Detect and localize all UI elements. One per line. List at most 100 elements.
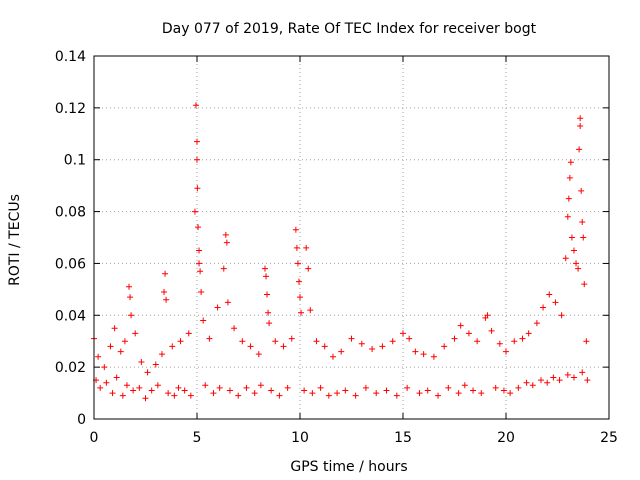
data-point bbox=[451, 335, 458, 342]
data-point bbox=[226, 387, 233, 394]
data-point bbox=[570, 374, 577, 381]
data-point bbox=[161, 288, 168, 295]
data-point bbox=[579, 218, 586, 225]
data-point bbox=[309, 390, 316, 397]
data-point bbox=[222, 231, 229, 238]
data-point bbox=[556, 377, 563, 384]
data-point bbox=[406, 335, 413, 342]
data-point bbox=[496, 340, 503, 347]
data-point bbox=[293, 244, 300, 251]
data-points bbox=[91, 102, 591, 402]
data-point bbox=[268, 387, 275, 394]
data-point bbox=[231, 325, 238, 332]
data-point bbox=[540, 304, 547, 311]
data-point bbox=[317, 384, 324, 391]
data-point bbox=[352, 392, 359, 399]
data-point bbox=[544, 379, 551, 386]
plot-frame bbox=[93, 55, 610, 420]
data-point bbox=[348, 335, 355, 342]
data-point bbox=[251, 390, 258, 397]
data-point bbox=[567, 159, 574, 166]
data-point bbox=[107, 343, 114, 350]
data-point bbox=[474, 338, 481, 345]
data-point bbox=[284, 384, 291, 391]
data-point bbox=[576, 146, 583, 153]
data-point bbox=[138, 358, 145, 365]
data-point bbox=[400, 330, 406, 337]
data-point bbox=[577, 123, 584, 130]
chart-title: Day 077 of 2019, Rate Of TEC Index for r… bbox=[162, 21, 537, 37]
data-point bbox=[263, 273, 270, 280]
data-point bbox=[126, 283, 133, 290]
grid-lines bbox=[94, 56, 609, 419]
data-point bbox=[255, 351, 262, 358]
data-point bbox=[581, 281, 588, 288]
data-point bbox=[565, 195, 572, 202]
data-point bbox=[162, 270, 169, 277]
data-point bbox=[500, 387, 507, 394]
y-tick-label: 0.12 bbox=[55, 101, 86, 117]
data-point bbox=[584, 377, 591, 384]
data-point bbox=[202, 382, 209, 389]
data-point bbox=[546, 291, 553, 298]
data-point bbox=[457, 322, 464, 329]
data-point bbox=[191, 208, 198, 215]
data-point bbox=[175, 384, 182, 391]
data-point bbox=[334, 390, 341, 397]
data-point bbox=[243, 384, 250, 391]
data-point bbox=[362, 384, 369, 391]
data-point bbox=[177, 338, 184, 345]
data-point bbox=[435, 392, 442, 399]
data-point bbox=[223, 239, 230, 246]
data-point bbox=[200, 317, 207, 324]
data-point bbox=[127, 294, 134, 301]
data-point bbox=[577, 115, 584, 122]
data-point bbox=[163, 296, 170, 303]
data-point bbox=[130, 387, 137, 394]
data-point bbox=[338, 348, 345, 355]
data-point bbox=[194, 138, 200, 145]
data-point bbox=[503, 348, 509, 355]
data-point bbox=[295, 278, 302, 285]
x-axis-label: GPS time / hours bbox=[290, 459, 407, 475]
data-point bbox=[568, 234, 575, 241]
data-point bbox=[470, 387, 477, 394]
data-point bbox=[266, 320, 273, 327]
data-point bbox=[272, 338, 279, 345]
data-point bbox=[538, 377, 545, 384]
data-point bbox=[373, 390, 380, 397]
data-point bbox=[552, 299, 559, 306]
data-point bbox=[264, 291, 271, 298]
data-point bbox=[575, 265, 582, 272]
data-point bbox=[492, 384, 499, 391]
data-point bbox=[515, 384, 522, 391]
data-point bbox=[185, 330, 192, 337]
data-point bbox=[523, 379, 530, 386]
data-point bbox=[404, 384, 411, 391]
data-point bbox=[181, 387, 188, 394]
data-point bbox=[169, 343, 176, 350]
x-tick-label: 10 bbox=[291, 430, 309, 446]
data-point bbox=[550, 374, 557, 381]
data-point bbox=[216, 384, 223, 391]
data-point bbox=[198, 288, 205, 295]
data-point bbox=[195, 224, 202, 231]
data-point bbox=[171, 392, 178, 399]
data-point bbox=[136, 384, 143, 391]
data-point bbox=[389, 338, 396, 345]
data-point bbox=[117, 348, 124, 355]
x-tick-label: 5 bbox=[193, 430, 202, 446]
data-point bbox=[416, 390, 423, 397]
y-axis-label: ROTI / TECUs bbox=[7, 194, 23, 286]
data-point bbox=[192, 102, 199, 109]
data-point bbox=[325, 392, 332, 399]
data-point bbox=[566, 174, 573, 181]
data-point bbox=[276, 392, 283, 399]
y-tick-label: 0.02 bbox=[55, 360, 86, 376]
data-point bbox=[383, 387, 390, 394]
data-point bbox=[210, 390, 217, 397]
data-point bbox=[280, 343, 287, 350]
data-point bbox=[103, 379, 110, 386]
data-point bbox=[369, 345, 376, 352]
